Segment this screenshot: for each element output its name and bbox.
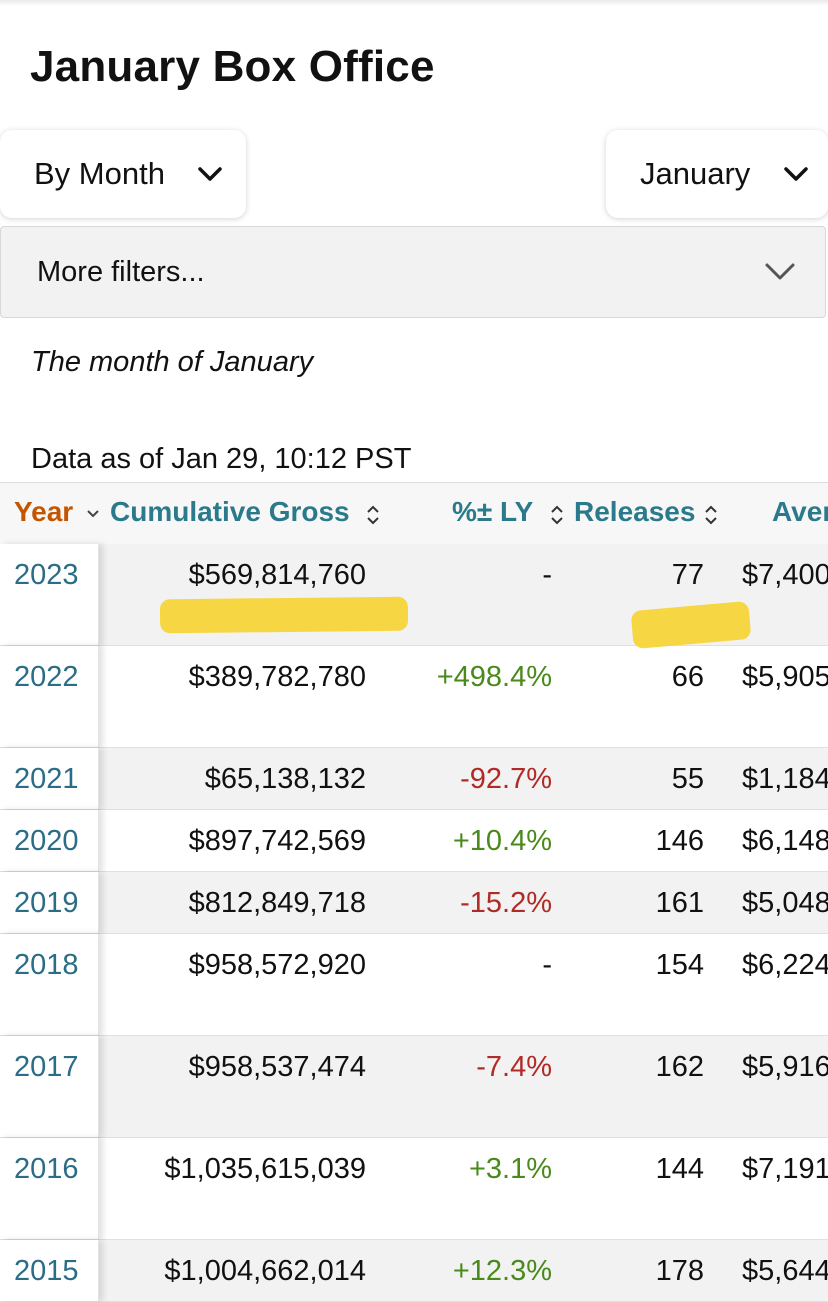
cumulative-gross-value: $1,035,615,039 <box>164 1153 366 1185</box>
cumulative-gross-value: $65,138,132 <box>204 763 366 795</box>
period-dropdown-value: By Month <box>34 156 165 191</box>
cumulative-gross-value: $958,537,474 <box>188 1051 366 1083</box>
sort-descending-icon <box>87 510 99 518</box>
cumulative-gross-value: $812,849,718 <box>188 887 366 919</box>
year-cell <box>0 646 99 747</box>
percent-ly-value: - <box>542 559 552 591</box>
year-cell <box>0 748 99 809</box>
cumulative-gross-value: $897,742,569 <box>188 825 366 857</box>
month-dropdown[interactable]: January <box>606 130 828 218</box>
cumulative-gross-value: $389,782,780 <box>188 661 366 693</box>
chevron-down-icon <box>198 167 222 181</box>
year-link[interactable]: 2023 <box>14 559 79 591</box>
column-header-releases[interactable]: Releases <box>574 496 696 527</box>
percent-ly-value: +3.1% <box>468 1153 552 1185</box>
year-cell <box>0 1240 99 1301</box>
average-value: $5,905 <box>742 661 828 693</box>
column-header-cumulative-gross[interactable]: Cumulative Gross <box>110 496 350 527</box>
year-link[interactable]: 2022 <box>14 661 79 693</box>
more-filters-label: More filters... <box>37 256 205 288</box>
year-link[interactable]: 2016 <box>14 1153 79 1185</box>
year-link[interactable]: 2015 <box>14 1255 79 1287</box>
cumulative-gross-value: $1,004,662,014 <box>164 1255 366 1287</box>
releases-value: 144 <box>655 1153 704 1185</box>
cumulative-gross-value: $958,572,920 <box>188 949 366 981</box>
column-header-year[interactable]: Year <box>14 496 74 527</box>
top-divider <box>0 0 828 6</box>
table-row: 2021 $65,138,132 -92.7% 55 $1,184 <box>0 748 828 810</box>
column-header-average[interactable]: Aver <box>772 496 828 527</box>
highlighter-mark-gross <box>159 596 409 634</box>
releases-value: 66 <box>671 661 704 693</box>
column-header-percent-ly[interactable]: %± LY <box>452 496 534 527</box>
releases-value: 55 <box>671 763 704 795</box>
year-cell <box>0 872 99 933</box>
percent-ly-value: -92.7% <box>460 763 552 795</box>
percent-ly-value: +12.3% <box>452 1255 552 1287</box>
table-row: 2022 $389,782,780 +498.4% 66 $5,905 <box>0 646 828 748</box>
percent-ly-value: - <box>542 949 552 981</box>
average-value: $6,224 <box>742 949 828 981</box>
year-cell <box>0 544 99 645</box>
average-value: $5,916 <box>742 1051 828 1083</box>
month-dropdown-value: January <box>640 156 751 191</box>
sort-icon <box>367 505 379 525</box>
year-cell <box>0 1036 99 1137</box>
average-value: $5,644 <box>742 1255 828 1287</box>
releases-value: 178 <box>655 1255 704 1287</box>
year-cell <box>0 1138 99 1239</box>
average-value: $7,400 <box>742 559 828 591</box>
releases-value: 162 <box>655 1051 704 1083</box>
year-cell <box>0 934 99 1035</box>
page-title: January Box Office <box>30 42 435 91</box>
table-header: Year Cumulative Gross %± LY Releases Ave… <box>0 482 828 546</box>
period-dropdown[interactable]: By Month <box>0 130 246 218</box>
year-link[interactable]: 2017 <box>14 1051 79 1083</box>
table-row: 2018 $958,572,920 - 154 $6,224 <box>0 934 828 1036</box>
year-link[interactable]: 2020 <box>14 825 79 857</box>
table-row: 2015 $1,004,662,014 +12.3% 178 $5,644 <box>0 1240 828 1302</box>
chevron-down-icon <box>784 167 808 181</box>
percent-ly-value: -7.4% <box>476 1051 552 1083</box>
year-link[interactable]: 2018 <box>14 949 79 981</box>
period-subtitle: The month of January <box>31 346 314 378</box>
releases-value: 154 <box>655 949 704 981</box>
percent-ly-value: -15.2% <box>460 887 552 919</box>
releases-value: 77 <box>671 559 704 591</box>
average-value: $5,048 <box>742 887 828 919</box>
releases-value: 161 <box>655 887 704 919</box>
table-row: 2019 $812,849,718 -15.2% 161 $5,048 <box>0 872 828 934</box>
year-link[interactable]: 2019 <box>14 887 79 919</box>
cumulative-gross-value: $569,814,760 <box>188 559 366 591</box>
table-row: 2023 $569,814,760 - 77 $7,400 <box>0 544 828 646</box>
percent-ly-value: +10.4% <box>452 825 552 857</box>
percent-ly-value: +498.4% <box>436 661 552 693</box>
average-value: $6,148 <box>742 825 828 857</box>
average-value: $1,184 <box>742 763 828 795</box>
year-cell <box>0 810 99 871</box>
data-timestamp: Data as of Jan 29, 10:12 PST <box>31 443 412 475</box>
releases-value: 146 <box>655 825 704 857</box>
table-row: 2017 $958,537,474 -7.4% 162 $5,916 <box>0 1036 828 1138</box>
year-link[interactable]: 2021 <box>14 763 79 795</box>
table-row: 2016 $1,035,615,039 +3.1% 144 $7,191 <box>0 1138 828 1240</box>
more-filters-expander[interactable]: More filters... <box>0 226 826 318</box>
table-row: 2020 $897,742,569 +10.4% 146 $6,148 <box>0 810 828 872</box>
sort-icon <box>705 505 717 525</box>
average-value: $7,191 <box>742 1153 828 1185</box>
sort-icon <box>551 505 563 525</box>
chevron-down-icon <box>765 263 795 280</box>
